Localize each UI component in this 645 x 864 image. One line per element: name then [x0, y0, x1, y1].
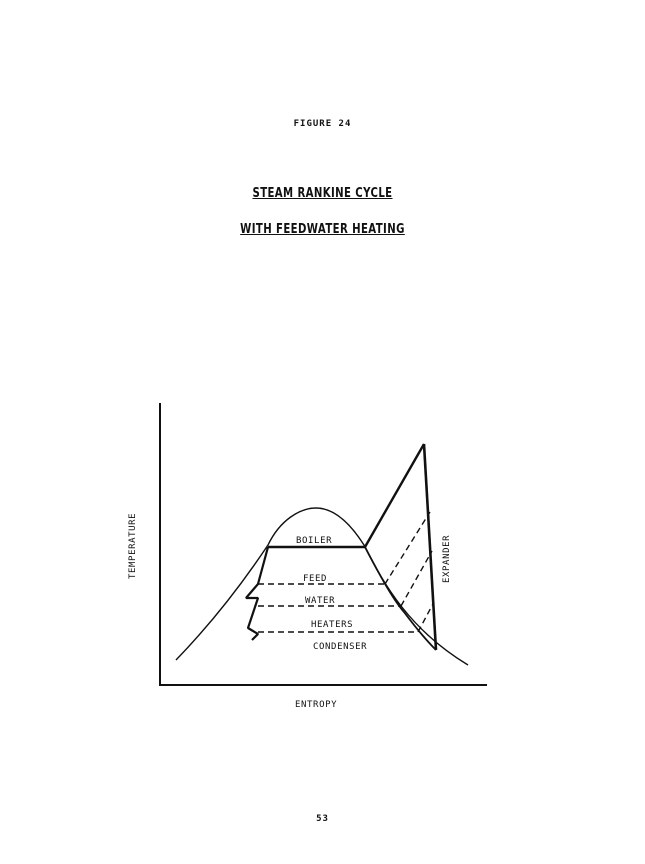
extraction-dashed-3	[417, 601, 435, 633]
expander-line	[422, 443, 438, 651]
label-expander: EXPANDER	[442, 535, 452, 583]
label-boiler: BOILER	[296, 536, 332, 546]
page-number: 53	[316, 814, 329, 824]
figure-label: FIGURE 24	[293, 119, 352, 129]
superheat-line	[363, 443, 426, 548]
diagram-title-line-2: WITH FEEDWATER HEATING	[240, 222, 405, 237]
label-feed: FEED	[303, 574, 327, 584]
label-water: WATER	[305, 596, 335, 606]
x-axis-title: ENTROPY	[295, 700, 337, 710]
label-heaters: HEATERS	[311, 620, 353, 630]
y-axis-title: TEMPERATURE	[128, 513, 138, 579]
label-condenser: CONDENSER	[313, 642, 367, 652]
saturation-dome-curve	[175, 507, 469, 666]
vapor-leg-line	[364, 546, 437, 651]
diagram-title-line-1: STEAM RANKINE CYCLE	[252, 186, 393, 201]
extraction-dashed-1	[384, 511, 431, 585]
extraction-dashed-2	[400, 550, 433, 607]
